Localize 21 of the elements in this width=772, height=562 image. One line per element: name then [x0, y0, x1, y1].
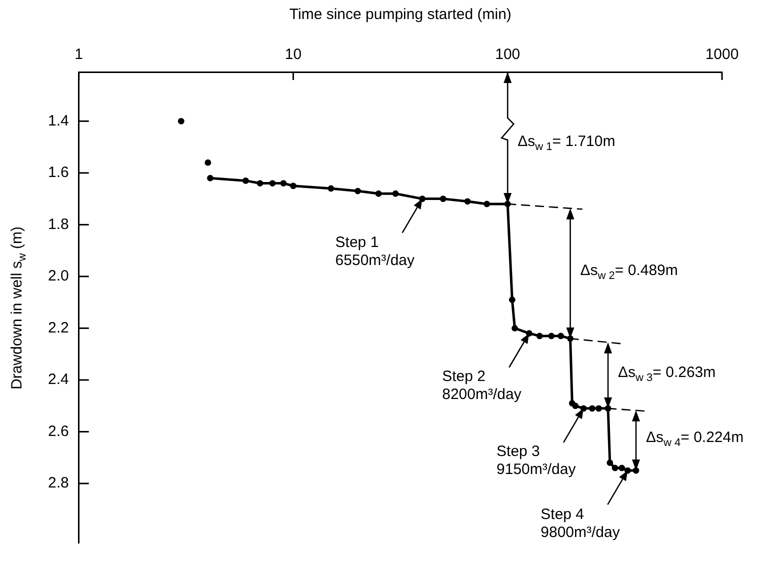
- annotation: Step 3 9150m³/day: [496, 443, 576, 480]
- annotation: Δs$_{w 4}$= 0.224m: [646, 428, 744, 451]
- y-tick-label: 1.6: [48, 164, 69, 182]
- annotation: Step 2 8200m³/day: [442, 368, 522, 404]
- annotation: Δs$_{w 3}$= 0.263m: [618, 364, 716, 386]
- x-axis-title: Time since pumping started (min): [289, 6, 512, 24]
- x-tick-label: 1000: [705, 46, 739, 64]
- annotation: Δs$_{w 2}$= 0.489m: [580, 262, 678, 284]
- y-tick-label: 2.2: [48, 319, 69, 336]
- y-tick-label: 2.4: [48, 371, 69, 388]
- y-tick-label: 2.0: [48, 268, 69, 285]
- y-tick-label: 2.8: [48, 474, 69, 492]
- x-tick-label: 1: [74, 46, 84, 64]
- x-tick-label: 10: [284, 46, 302, 64]
- annotation: Δs$_{w 1}$= 1.710m: [518, 133, 616, 156]
- x-tick-label: 100: [495, 46, 520, 64]
- y-tick-label: 2.6: [48, 422, 69, 440]
- y-tick-label: 1.4: [48, 112, 69, 130]
- y-tick-label: 1.8: [48, 216, 69, 233]
- annotation: Step 4 9800m³/day: [540, 506, 620, 542]
- annotation: Step 1 6550m³/day: [335, 234, 415, 270]
